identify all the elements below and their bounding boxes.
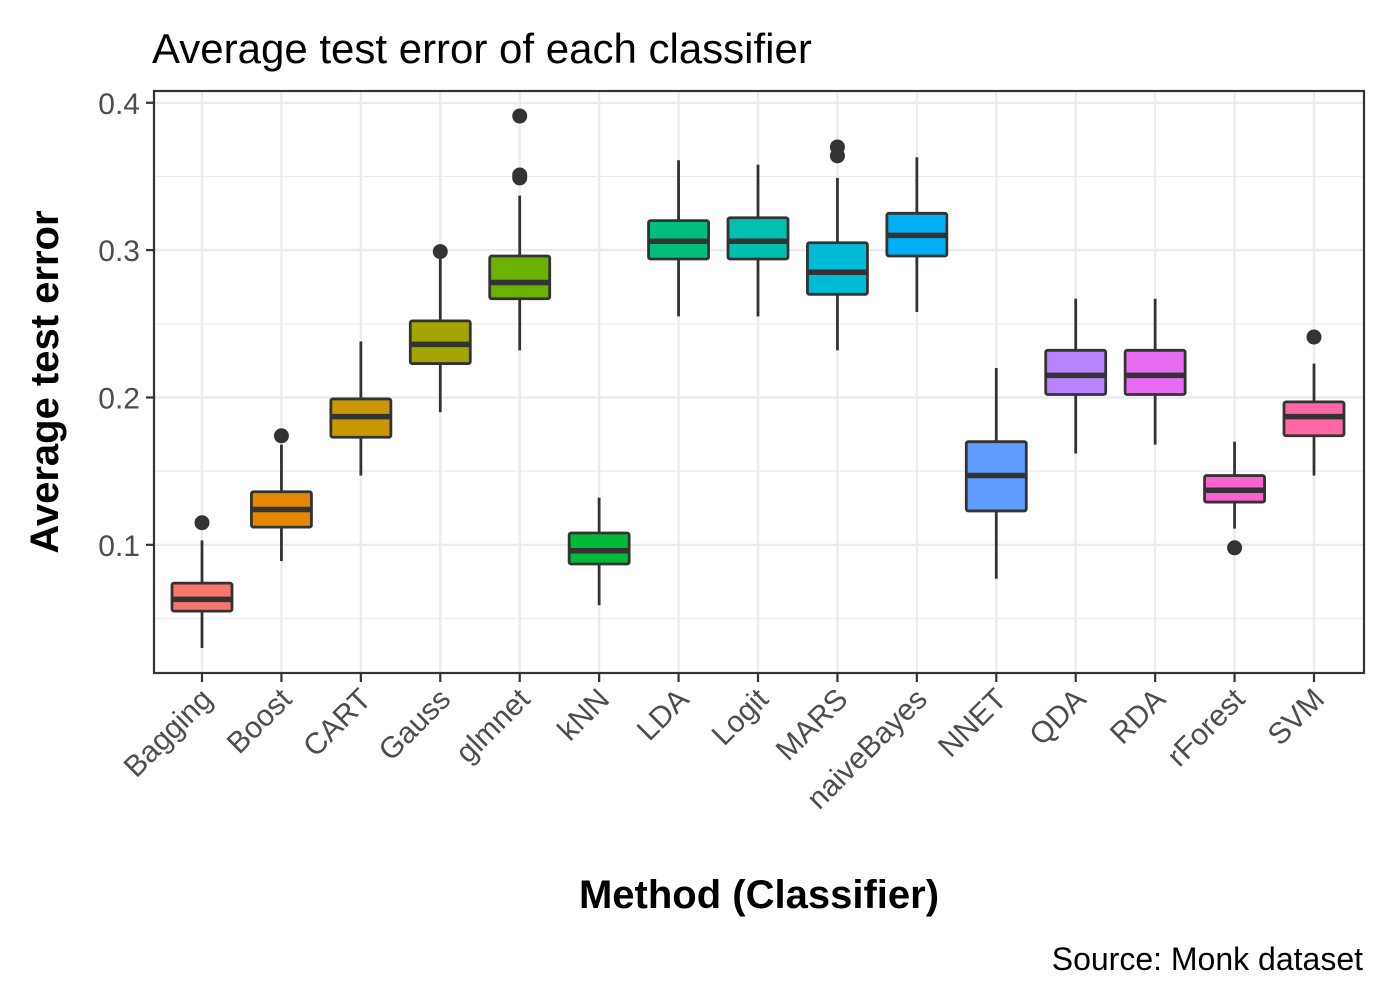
box-iqr [1123, 348, 1187, 396]
y-tick-label: 0.4 [98, 88, 140, 121]
box-RDA [1123, 298, 1187, 445]
box-naiveBayes [885, 157, 949, 313]
outlier-point [432, 244, 448, 260]
chart-title: Average test error of each classifier [152, 25, 812, 72]
outlier-point [1227, 540, 1243, 556]
outlier-point [829, 139, 845, 155]
outlier-point [512, 167, 528, 183]
x-tick-label: NNET [932, 683, 1013, 764]
x-tick-label: QDA [1023, 683, 1092, 752]
box-glmnet [488, 108, 552, 351]
x-tick-label: Logit [706, 682, 776, 752]
x-tick-label: Gauss [373, 683, 458, 768]
y-tick-label: 0.1 [98, 530, 140, 563]
box-CART [329, 341, 393, 476]
box-Gauss [408, 244, 472, 413]
box-iqr [806, 241, 869, 296]
box-rForest [1203, 441, 1266, 556]
outlier-point [512, 108, 528, 124]
x-tick-label: Bagging [118, 683, 219, 784]
y-tick-label: 0.3 [98, 235, 140, 268]
box-SVM [1282, 329, 1346, 476]
box-iqr [488, 254, 552, 301]
chart-caption: Source: Monk dataset [1052, 941, 1363, 977]
box-layer [170, 108, 1346, 648]
box-QDA [1044, 298, 1108, 454]
x-tick-label: glmnet [450, 682, 537, 769]
box-Boost [250, 428, 313, 562]
box-iqr [1044, 348, 1108, 396]
x-tick-label: CART [297, 683, 378, 764]
outlier-point [273, 428, 289, 444]
x-tick-label: RDA [1104, 683, 1172, 751]
box-kNN [567, 497, 631, 606]
y-axis-title: Average test error [23, 210, 67, 553]
outlier-point [1306, 329, 1322, 345]
box-iqr [726, 216, 790, 261]
x-axis-title: Method (Classifier) [579, 873, 939, 917]
x-tick-label: LDA [631, 683, 696, 748]
x-tick-label: rForest [1161, 682, 1252, 773]
box-Bagging [170, 515, 234, 648]
x-tick-label: Boost [221, 682, 299, 760]
box-MARS [806, 139, 869, 351]
y-tick-label: 0.2 [98, 382, 140, 415]
box-NNET [964, 368, 1028, 579]
x-tick-label: kNN [552, 683, 617, 748]
outlier-point [194, 515, 210, 531]
box-LDA [647, 160, 710, 317]
box-Logit [726, 164, 790, 317]
x-tick-label: SVM [1262, 683, 1331, 752]
